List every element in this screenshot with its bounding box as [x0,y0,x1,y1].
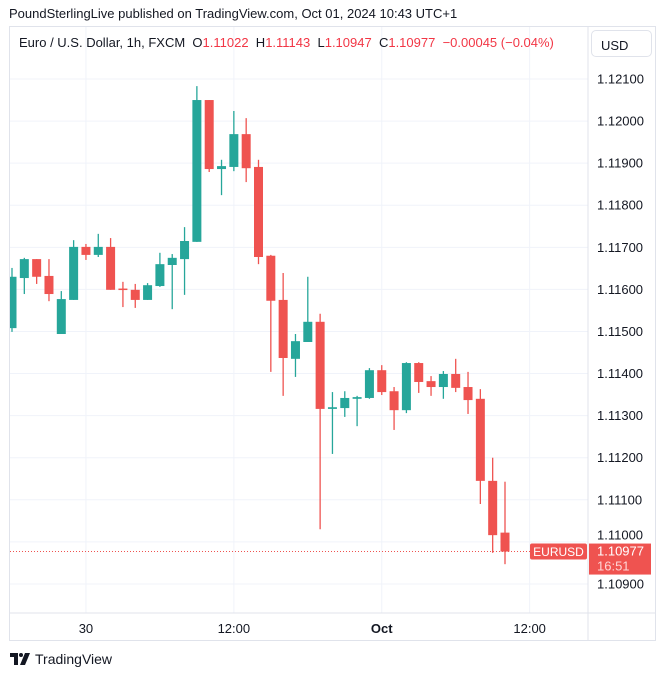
candle-body-down [414,363,424,382]
symbol-price-tag [530,543,587,560]
brand-name: TradingView [35,651,113,667]
high-value: 1.11143 [265,35,311,50]
candle-body-up [340,397,350,409]
close-label: C [378,35,389,50]
candle-body-down [254,166,263,257]
candle-body-down [278,299,288,358]
candle-body-up [56,299,66,335]
time-tick-label: 12:00 [513,621,546,636]
candle-body-up [217,166,227,170]
symbol-price-tag-label: EURUSD [533,545,584,559]
candle-body-down [130,289,140,300]
candle-body-up [192,100,202,242]
price-tick-label: 1.11700 [597,240,643,255]
bar-countdown: 16:51 [597,559,630,574]
candle-body-down [204,100,214,170]
chart-frame [9,26,656,641]
candle-body-up [180,241,190,260]
symbol-legend: Euro / U.S. Dollar, 1h, FXCM O1.11022 H1… [19,35,554,50]
open-value: 1.11022 [202,35,249,50]
time-tick-label: 12:00 [218,621,251,636]
currency-button[interactable]: USD [591,30,652,57]
candle-body-down [315,321,325,409]
price-tick-label: 1.11500 [597,324,643,339]
candle-body-up [10,276,17,329]
candle-body-up [352,397,362,399]
price-tick-label: 1.11100 [597,492,642,507]
candle-body-down [377,370,387,393]
price-tick-label: 1.12100 [597,72,644,87]
price-tick-label: 1.11900 [597,156,643,171]
time-tick-label: 30 [79,621,93,636]
candle-body-down [241,134,251,169]
candle-body-down [475,398,485,481]
price-tick-label: 1.11200 [597,450,643,465]
footer-brand[interactable]: TradingView [10,651,112,667]
change-value: −0.00045 (−0.04%) [442,35,554,50]
candle-body-up [143,285,153,300]
price-tick-label: 1.12000 [597,114,644,129]
price-tick-label: 1.10900 [597,576,644,591]
price-tick-label: 1.11300 [597,408,643,423]
candle-body-down [426,381,436,388]
price-tick-label: 1.11600 [597,282,643,297]
low-label: L [317,35,325,50]
candle-body-down [266,255,276,301]
candle-body-down [488,480,498,536]
published-caption: PoundSterlingLive published on TradingVi… [9,6,458,21]
candle-body-up [364,370,374,398]
candle-body-down [463,387,473,401]
candle-body-down [44,275,54,295]
low-value: 1.10947 [324,35,372,50]
candle-body-up [290,341,300,359]
last-price-tag [589,543,651,575]
last-price-value: 1.10977 [597,544,644,559]
candle-body-up [93,246,103,255]
candle-body-down [118,288,128,291]
candle-body-up [69,246,79,300]
candle-body-down [500,532,510,552]
candle-body-down [106,246,116,290]
candle-body-down [32,259,42,277]
high-label: H [255,35,266,50]
candle-body-down [451,373,461,388]
candle-body-up [327,407,337,409]
candle-body-up [229,134,239,167]
candle-body-up [19,259,29,279]
candle-body-down [389,391,399,411]
candle-body-up [303,321,313,342]
tradingview-logo-icon [10,653,30,665]
open-label: O [192,35,203,50]
candle-body-down [81,246,91,255]
price-tick-label: 1.11800 [597,198,643,213]
price-tick-label: 1.11000 [597,528,643,543]
close-value: 1.10977 [388,35,436,50]
candle-body-up [438,373,448,388]
candle-body-up [401,363,411,411]
candle-body-up [155,264,165,287]
price-tick-label: 1.11400 [597,366,643,381]
time-tick-label: Oct [371,621,393,636]
symbol-title: Euro / U.S. Dollar, 1h, FXCM [19,35,186,50]
candle-body-up [167,257,177,265]
